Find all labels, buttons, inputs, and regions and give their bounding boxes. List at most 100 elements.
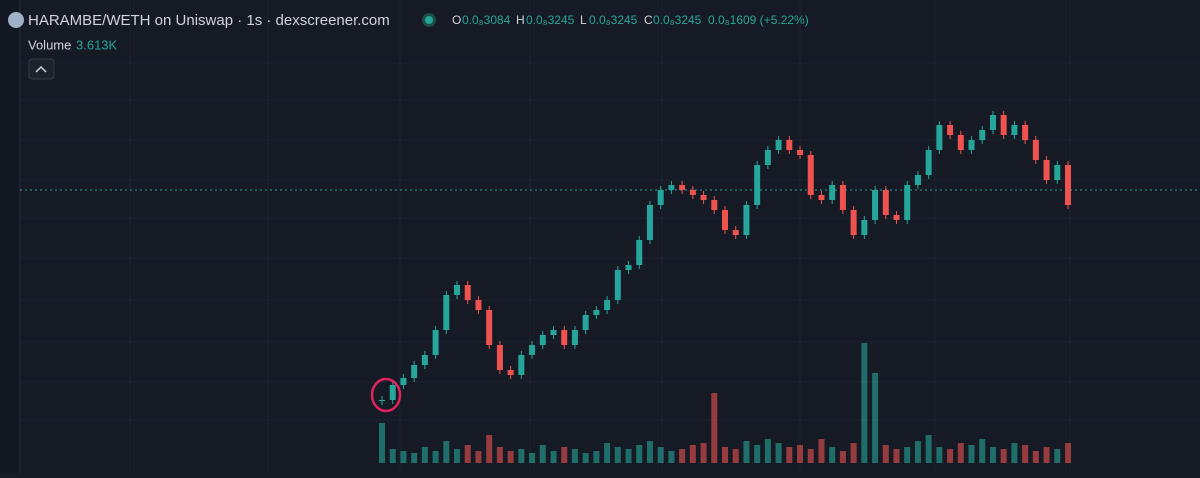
ohlc-value: 0.0₈3245: [526, 13, 575, 27]
volume-bar: [807, 449, 814, 463]
volume-bar: [1022, 445, 1029, 463]
volume-bar: [582, 453, 589, 463]
volume-bar: [732, 449, 739, 463]
candle: [904, 185, 911, 220]
candle: [732, 230, 739, 235]
volume-bar: [507, 451, 514, 463]
candle: [518, 355, 525, 375]
candle: [496, 345, 503, 370]
change: 0.0₈1609 (+5.22%): [708, 13, 809, 27]
volume-bar: [1032, 451, 1039, 463]
volume-bar: [818, 439, 825, 463]
candle: [454, 285, 461, 295]
candle: [764, 150, 771, 165]
volume-bar: [571, 449, 578, 463]
ohlc-key: O: [452, 13, 461, 27]
candle: [475, 300, 482, 310]
volume-bar: [529, 453, 536, 463]
candle: [593, 310, 600, 315]
volume-bar: [786, 447, 793, 463]
volume-bar: [464, 445, 471, 463]
volume-bar: [604, 443, 611, 463]
candle: [700, 195, 707, 200]
candle: [421, 355, 428, 365]
volume-bar: [743, 441, 750, 463]
candle: [571, 330, 578, 345]
candle: [689, 190, 696, 195]
volume-bar: [646, 441, 653, 463]
volume-bar: [539, 445, 546, 463]
candle: [539, 335, 546, 345]
candle: [807, 155, 814, 195]
candle: [711, 200, 718, 210]
candle: [947, 125, 954, 135]
volume-bar: [968, 445, 975, 463]
volume-bar: [657, 447, 664, 463]
ohlc-key: H: [516, 13, 525, 27]
volume-bar: [893, 449, 900, 463]
volume-bar: [989, 447, 996, 463]
annotation-circle: [370, 377, 402, 413]
candle: [668, 185, 675, 190]
collapse-button[interactable]: [28, 58, 55, 80]
volume-bar: [775, 443, 782, 463]
ohlc-value: 0.0₈3245: [653, 13, 702, 27]
ohlc-key: C: [644, 13, 653, 27]
candle: [872, 190, 879, 220]
candle: [443, 295, 450, 330]
candle: [432, 330, 439, 355]
candle: [893, 215, 900, 220]
volume-bar: [454, 449, 461, 463]
volume-bar: [979, 439, 986, 463]
volume-bar: [1065, 443, 1071, 463]
candle: [625, 265, 632, 270]
candle: [989, 115, 996, 130]
volume-bar: [861, 343, 868, 463]
volume-bar: [797, 445, 804, 463]
candle: [604, 300, 611, 310]
candle: [561, 330, 568, 345]
candle: [582, 315, 589, 330]
volume-bar: [1011, 443, 1018, 463]
candle: [1022, 125, 1029, 140]
candle: [1032, 140, 1039, 160]
candle: [1011, 125, 1018, 135]
volume-bar: [668, 451, 675, 463]
candle: [968, 140, 975, 150]
volume-bar: [872, 373, 879, 463]
candle: [486, 310, 493, 345]
volume-bar: [400, 451, 407, 463]
candle: [614, 270, 621, 300]
volume-bar: [443, 441, 450, 463]
volume-bar: [689, 445, 696, 463]
ohlc: O 0.0₈3084 H 0.0₈3245 L 0.0₈3245 C 0.0₈3…: [452, 13, 809, 27]
volume-bar: [711, 393, 718, 463]
volume-bar: [475, 451, 482, 463]
volume-bar: [764, 439, 771, 463]
volume-bar: [486, 435, 493, 463]
volume-bar: [925, 435, 932, 463]
candle: [839, 185, 846, 210]
candle: [936, 125, 943, 150]
candle: [646, 205, 653, 240]
candle: [389, 385, 396, 400]
candle: [1065, 165, 1071, 205]
volume-bar: [1054, 449, 1061, 463]
grid: [20, 0, 1200, 473]
candle: [979, 130, 986, 140]
candle: [1000, 115, 1007, 135]
candle: [379, 400, 385, 401]
volume-value: 3.613K: [76, 37, 118, 52]
volume-bar: [411, 453, 418, 463]
volume-bar: [421, 447, 428, 463]
ohlc-value: 0.0₈3245: [589, 13, 638, 27]
volume-bar: [679, 449, 686, 463]
candle: [850, 210, 857, 235]
candle: [882, 190, 889, 215]
candle: [861, 220, 868, 235]
volume-bar: [722, 447, 728, 463]
candle: [507, 370, 514, 375]
pair-title: HARAMBE/WETH on Uniswap · 1s · dexscreen…: [28, 12, 390, 29]
